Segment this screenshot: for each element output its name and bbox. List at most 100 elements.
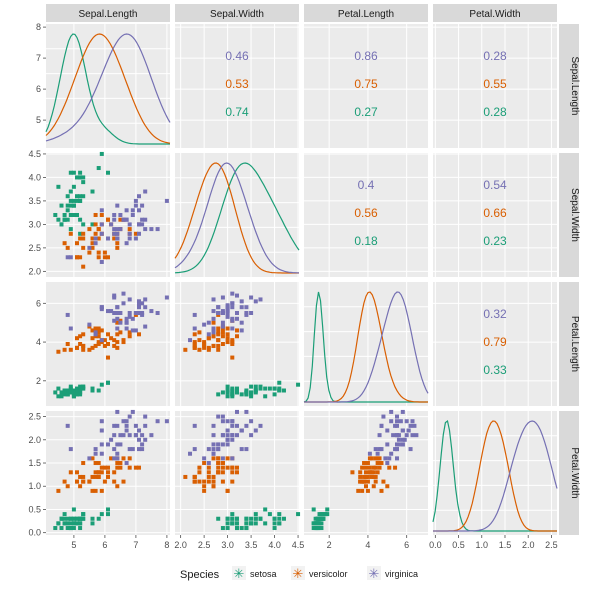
point-versicolor (211, 479, 216, 484)
point-versicolor (102, 250, 107, 255)
point-setosa (59, 394, 64, 399)
point-versicolor (202, 345, 207, 350)
point-virginica (381, 414, 386, 419)
point-setosa (272, 521, 277, 526)
point-versicolor (379, 461, 384, 466)
point-virginica (377, 433, 382, 438)
panel-2-2 (303, 282, 429, 406)
point-setosa (90, 516, 95, 521)
point-setosa (315, 526, 320, 531)
point-virginica (137, 437, 141, 442)
point-versicolor (121, 479, 126, 484)
point-versicolor (96, 227, 101, 232)
point-versicolor (230, 470, 235, 475)
point-virginica (130, 409, 135, 414)
point-setosa (277, 512, 282, 517)
point-setosa (68, 213, 73, 217)
point-setosa (263, 386, 268, 391)
point-setosa (99, 151, 104, 156)
point-versicolor (385, 484, 390, 489)
point-virginica (106, 309, 110, 314)
panel-1-0 (46, 151, 170, 277)
point-versicolor (206, 479, 211, 484)
x-tick-label: 8 (164, 540, 169, 550)
point-setosa (68, 189, 73, 194)
point-versicolor (127, 465, 132, 470)
y-tick-label: 7 (36, 53, 41, 63)
point-setosa (230, 392, 235, 397)
point-versicolor (365, 488, 370, 493)
point-versicolor (225, 336, 230, 341)
point-virginica (239, 299, 244, 304)
point-versicolor (220, 465, 225, 470)
point-versicolor (192, 474, 197, 479)
point-virginica (395, 419, 399, 424)
panel-0-1: 0.46 0.53 0.74 (175, 24, 299, 148)
point-versicolor (211, 484, 216, 489)
panel-1-2: 0.4 0.56 0.18 (304, 153, 428, 277)
point-virginica (244, 305, 249, 310)
point-virginica (115, 305, 120, 310)
point-virginica (220, 442, 225, 447)
point-setosa (225, 521, 230, 526)
point-versicolor (350, 470, 355, 475)
point-virginica (124, 217, 129, 222)
point-virginica (230, 326, 235, 331)
point-versicolor (90, 456, 95, 461)
point-setosa (56, 394, 61, 399)
point-setosa (71, 184, 76, 189)
panel-2-3: 0.32 0.79 0.33 (433, 282, 557, 406)
y-tick-label: 0.0 (28, 528, 41, 538)
point-setosa (99, 512, 104, 517)
point-versicolor (115, 241, 120, 246)
correlation-setosa: 0.33 (483, 363, 507, 377)
point-virginica (112, 213, 117, 217)
point-versicolor (133, 465, 138, 470)
point-setosa (225, 388, 230, 393)
point-virginica (385, 442, 390, 447)
point-setosa (68, 198, 73, 203)
point-setosa (230, 388, 235, 393)
point-versicolor (197, 470, 202, 475)
point-virginica (143, 297, 148, 302)
point-versicolor (115, 345, 120, 350)
panel-2-1 (175, 282, 301, 406)
point-versicolor (216, 470, 221, 475)
point-virginica (408, 423, 413, 428)
point-versicolor (220, 334, 225, 339)
point-versicolor (373, 465, 378, 470)
point-virginica (127, 414, 132, 419)
point-versicolor (90, 236, 95, 241)
point-versicolor (81, 347, 86, 352)
point-setosa (220, 526, 225, 531)
point-versicolor (99, 488, 104, 493)
point-versicolor (360, 488, 365, 493)
point-versicolor (68, 470, 73, 475)
point-virginica (137, 428, 141, 433)
point-versicolor (75, 470, 79, 475)
point-versicolor (90, 345, 95, 350)
point-versicolor (362, 461, 367, 466)
point-virginica (225, 428, 230, 433)
legend-title: Species (180, 569, 220, 581)
point-virginica (133, 203, 138, 208)
point-versicolor (90, 488, 95, 493)
x-tick-label: 2 (327, 540, 332, 550)
point-versicolor (373, 474, 378, 479)
point-virginica (258, 423, 263, 428)
legend-star-icon: ✳ (369, 567, 380, 582)
point-versicolor (197, 338, 202, 343)
point-virginica (118, 227, 123, 232)
point-versicolor (235, 328, 239, 333)
point-virginica (400, 442, 405, 447)
x-tick-label: 1.0 (476, 540, 489, 550)
point-versicolor (75, 479, 79, 484)
density-virginica (433, 420, 558, 532)
correlation-virginica: 0.28 (483, 49, 507, 63)
x-tick-label: 1.5 (499, 540, 512, 550)
point-virginica (140, 442, 145, 447)
point-virginica (149, 309, 154, 314)
point-virginica (216, 442, 221, 447)
panel-background (304, 282, 428, 406)
point-versicolor (127, 456, 132, 461)
